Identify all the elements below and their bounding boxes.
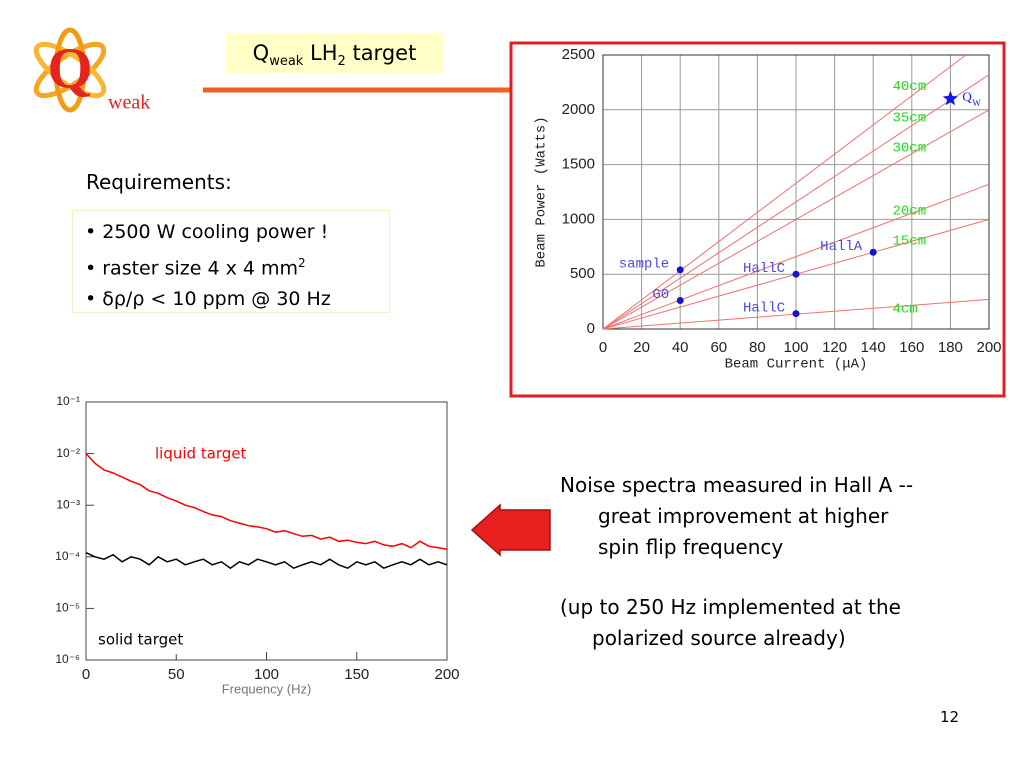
note: (up to 250 Hz implemented at the polariz… bbox=[560, 592, 901, 654]
x-tick-label: 50 bbox=[168, 666, 185, 683]
x-axis-label: Beam Current (μA) bbox=[725, 357, 868, 373]
y-tick-label: 500 bbox=[570, 265, 595, 282]
x-tick-label: 100 bbox=[783, 339, 808, 356]
plot-frame bbox=[602, 54, 990, 330]
star-sub: W bbox=[972, 98, 981, 108]
series-label: solid target bbox=[98, 631, 183, 649]
point-label: HallC bbox=[743, 300, 785, 316]
y-tick-label: 10⁻⁶ bbox=[55, 652, 80, 666]
data-point bbox=[676, 297, 684, 305]
x-tick-label: 80 bbox=[749, 339, 766, 356]
data-point bbox=[676, 266, 684, 274]
point-label: HallA bbox=[820, 239, 863, 255]
data-point bbox=[792, 270, 800, 278]
label-box bbox=[90, 626, 216, 654]
x-tick-label: 200 bbox=[976, 339, 1001, 356]
x-tick-label: 100 bbox=[254, 666, 279, 683]
y-axis-label: Beam Power (Watts) bbox=[534, 116, 550, 267]
line bbox=[85, 453, 448, 551]
requirements-heading: Requirements: bbox=[86, 170, 232, 194]
data-point bbox=[792, 310, 800, 318]
x-tick-label: 0 bbox=[599, 339, 607, 356]
star-label: Q bbox=[962, 89, 972, 104]
star-point bbox=[942, 90, 958, 106]
requirement-text: • raster size 4 x 4 mm bbox=[85, 257, 299, 280]
series-label: 15cm bbox=[893, 234, 927, 250]
line bbox=[602, 183, 990, 330]
logo-letter: Q bbox=[47, 35, 92, 100]
note-line: Noise spectra measured in Hall A -- bbox=[560, 473, 914, 497]
note-line: great improvement at higher bbox=[598, 504, 889, 528]
line bbox=[85, 552, 448, 570]
x-tick-label: 120 bbox=[822, 339, 847, 356]
x-tick-label: 160 bbox=[899, 339, 924, 356]
data-point bbox=[869, 248, 877, 256]
title-sub2: 2 bbox=[337, 54, 346, 70]
note: Noise spectra measured in Hall A -- grea… bbox=[560, 470, 913, 563]
title: Qweak LH2 target bbox=[226, 33, 443, 73]
line bbox=[602, 54, 967, 330]
series-label: 40cm bbox=[893, 79, 927, 95]
point-label: G0 bbox=[652, 287, 669, 303]
x-tick-label: 60 bbox=[710, 339, 727, 356]
series-label: 30cm bbox=[893, 140, 927, 156]
y-tick-label: 10⁻² bbox=[56, 446, 80, 460]
logo-text: weak bbox=[108, 92, 150, 114]
point-label: sample bbox=[619, 257, 669, 273]
requirement: • raster size 4 x 4 mm2 bbox=[85, 248, 389, 284]
point-label: HallC bbox=[743, 261, 785, 277]
page-number: 12 bbox=[940, 708, 960, 726]
y-tick-label: 0 bbox=[587, 320, 595, 337]
x-tick-label: 20 bbox=[633, 339, 650, 356]
y-tick-label: 2500 bbox=[562, 46, 595, 63]
requirements-list: • 2500 W cooling power ! • raster size 4… bbox=[72, 210, 390, 313]
title-target: target bbox=[345, 41, 417, 65]
logo: Q weak bbox=[33, 27, 150, 114]
y-tick-label: 1000 bbox=[562, 210, 595, 227]
y-tick-label: 10⁻⁵ bbox=[55, 601, 80, 615]
plot-frame bbox=[85, 401, 448, 661]
x-tick-label: 150 bbox=[344, 666, 369, 683]
note-line: spin flip frequency bbox=[598, 535, 784, 559]
y-tick-label: 10⁻¹ bbox=[56, 394, 80, 408]
x-tick-label: 0 bbox=[82, 666, 90, 683]
title-q: Q bbox=[252, 41, 270, 65]
line bbox=[602, 109, 990, 330]
arrow bbox=[470, 503, 551, 557]
requirement-sup: 2 bbox=[298, 256, 306, 270]
series-label: 4cm bbox=[893, 302, 918, 318]
title-sub: weak bbox=[269, 54, 304, 70]
x-tick-label: 200 bbox=[434, 666, 459, 683]
requirement: • δρ/ρ < 10 ppm @ 30 Hz bbox=[85, 288, 331, 311]
series-label: liquid target bbox=[155, 445, 247, 463]
title-lh: LH bbox=[303, 41, 338, 65]
x-tick-label: 40 bbox=[672, 339, 689, 356]
x-tick-label: 140 bbox=[861, 339, 886, 356]
series-label: 35cm bbox=[893, 111, 927, 127]
requirement: • 2500 W cooling power ! bbox=[85, 221, 329, 243]
y-tick-label: 10⁻⁴ bbox=[55, 549, 80, 563]
series-label: 20cm bbox=[893, 204, 927, 220]
x-tick-label: 180 bbox=[938, 339, 963, 356]
note-line: polarized source already) bbox=[592, 626, 846, 650]
y-tick-label: 1500 bbox=[562, 156, 595, 173]
y-tick-label: 2000 bbox=[562, 101, 595, 118]
x-axis-label: Frequency (Hz) bbox=[222, 681, 312, 696]
line bbox=[602, 74, 990, 330]
y-tick-label: 10⁻³ bbox=[56, 497, 80, 511]
chart-frame bbox=[509, 41, 1006, 398]
note-line: (up to 250 Hz implemented at the bbox=[560, 595, 901, 619]
